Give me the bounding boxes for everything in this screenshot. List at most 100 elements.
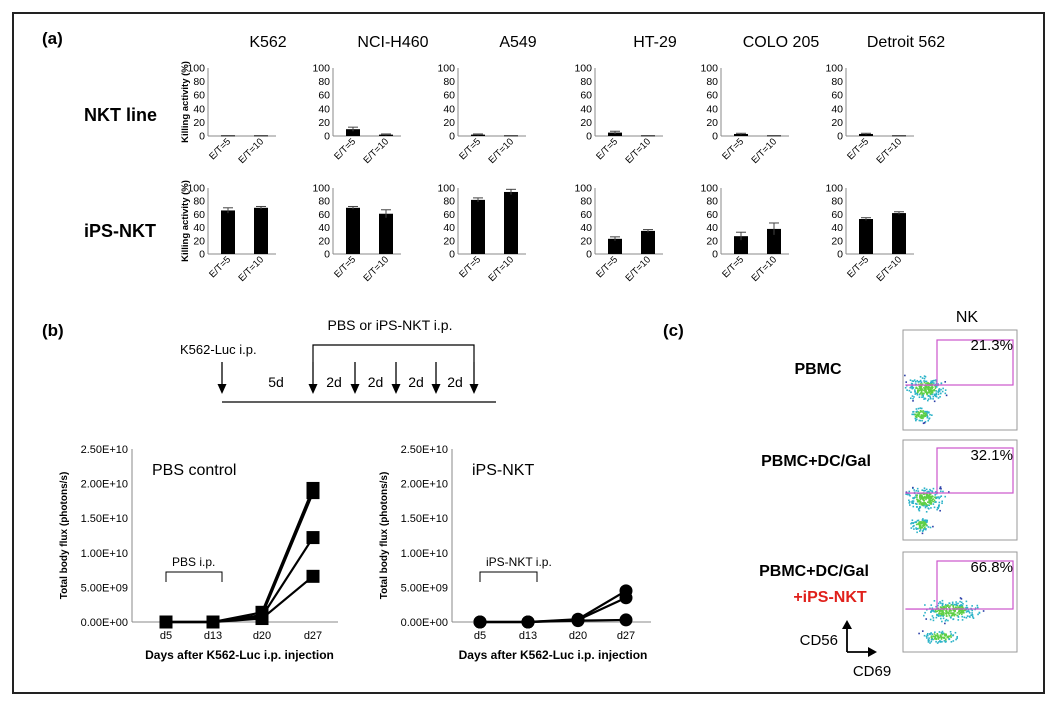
flow-event — [925, 511, 928, 513]
flow-event — [948, 638, 951, 640]
y-tick-label: 60 — [443, 209, 455, 221]
flow-event — [924, 414, 927, 416]
flow-event — [937, 496, 939, 498]
flow-event — [930, 383, 933, 385]
flow-event — [939, 640, 941, 642]
flow-event — [935, 393, 938, 396]
flow-event — [912, 380, 915, 383]
flow-event — [912, 497, 915, 499]
flow-event — [920, 385, 923, 388]
y-tick-label: 0 — [449, 131, 455, 143]
flow-event — [931, 391, 934, 394]
flow-event — [945, 603, 947, 606]
flow-event — [922, 498, 925, 500]
flow-event — [916, 496, 918, 498]
flow-event — [935, 635, 938, 637]
y-axis-label: Total body flux (photons/s) — [379, 472, 390, 600]
flow-event — [923, 614, 925, 617]
flow-event — [941, 614, 943, 616]
flow-event — [925, 411, 927, 413]
flow-event — [964, 609, 967, 611]
flow-event — [936, 642, 939, 644]
flow-event — [920, 502, 923, 505]
y-tick-label: 1.50E+10 — [81, 513, 128, 525]
x-tick-label: d20 — [569, 630, 587, 642]
flow-event — [911, 522, 913, 524]
flow-event — [917, 527, 919, 530]
flow-event — [941, 610, 943, 612]
flow-event — [926, 505, 928, 508]
flow-event — [944, 381, 947, 383]
flow-event — [925, 618, 928, 620]
y-tick-label: 2.50E+10 — [81, 444, 128, 456]
flow-event — [922, 417, 924, 420]
flow-event — [955, 638, 957, 641]
flow-event — [930, 638, 933, 640]
flow-event — [941, 500, 943, 503]
flow-event — [922, 422, 925, 425]
flow-event — [917, 499, 919, 502]
y-tick-label: 40 — [318, 103, 330, 115]
data-point — [206, 615, 220, 629]
flow-event — [927, 507, 930, 510]
flow-event — [937, 383, 939, 385]
y-tick-label: 60 — [318, 209, 330, 221]
y-tick-label: 100 — [825, 63, 843, 75]
flow-event — [961, 615, 964, 618]
flow-event — [906, 493, 909, 496]
flow-event — [927, 388, 930, 390]
x-tick-label: d13 — [519, 630, 537, 642]
flow-event — [958, 613, 961, 615]
data-point — [473, 615, 487, 629]
flow-event — [945, 607, 947, 609]
flow-event — [947, 636, 950, 639]
flow-event — [934, 635, 936, 638]
flow-event — [922, 492, 924, 495]
flow-event — [934, 609, 937, 612]
flow-event — [912, 486, 914, 489]
flow-event — [923, 375, 926, 377]
flow-event — [928, 499, 931, 502]
flow-event — [924, 410, 926, 413]
flow-event — [927, 383, 929, 385]
flow-event — [929, 493, 932, 495]
flow-event — [940, 487, 942, 490]
flow-event — [922, 524, 925, 526]
flow-event — [920, 522, 923, 525]
y-tick-label: 0 — [324, 131, 330, 143]
flow-event — [936, 506, 939, 509]
flow-event — [926, 608, 928, 611]
flow-event — [932, 380, 934, 382]
condition-label-ips-nkt: +iPS-NKT — [793, 589, 867, 606]
bar — [379, 213, 393, 254]
y-tick-label: 20 — [443, 235, 455, 247]
flow-event — [931, 500, 933, 502]
flow-event — [915, 387, 917, 390]
flow-event — [905, 491, 908, 494]
flow-event — [943, 606, 946, 609]
flow-event — [960, 605, 963, 608]
data-point — [571, 614, 585, 628]
flow-event — [934, 496, 936, 499]
flow-event — [920, 411, 922, 413]
flow-event — [912, 386, 915, 389]
flow-event — [942, 636, 944, 639]
flow-event — [919, 419, 922, 422]
flow-event — [927, 490, 930, 493]
flow-event — [925, 488, 928, 491]
flow-event — [918, 503, 921, 505]
y-tick-label: 80 — [831, 76, 843, 88]
flow-event — [960, 598, 963, 600]
flow-event — [925, 495, 928, 498]
condition-label-pbmc: PBMC — [794, 361, 842, 378]
x-tick-label: E/T=10 — [236, 136, 266, 166]
y-tick-label: 5.00E+09 — [401, 582, 448, 594]
flow-event — [924, 528, 927, 531]
flow-event — [929, 395, 931, 398]
flow-event — [931, 385, 933, 387]
flow-event — [921, 389, 924, 391]
flow-event — [945, 613, 948, 615]
series-line — [166, 536, 314, 624]
y-tick-label: 60 — [580, 209, 592, 221]
cd56-axis-label: CD56 — [800, 632, 838, 649]
